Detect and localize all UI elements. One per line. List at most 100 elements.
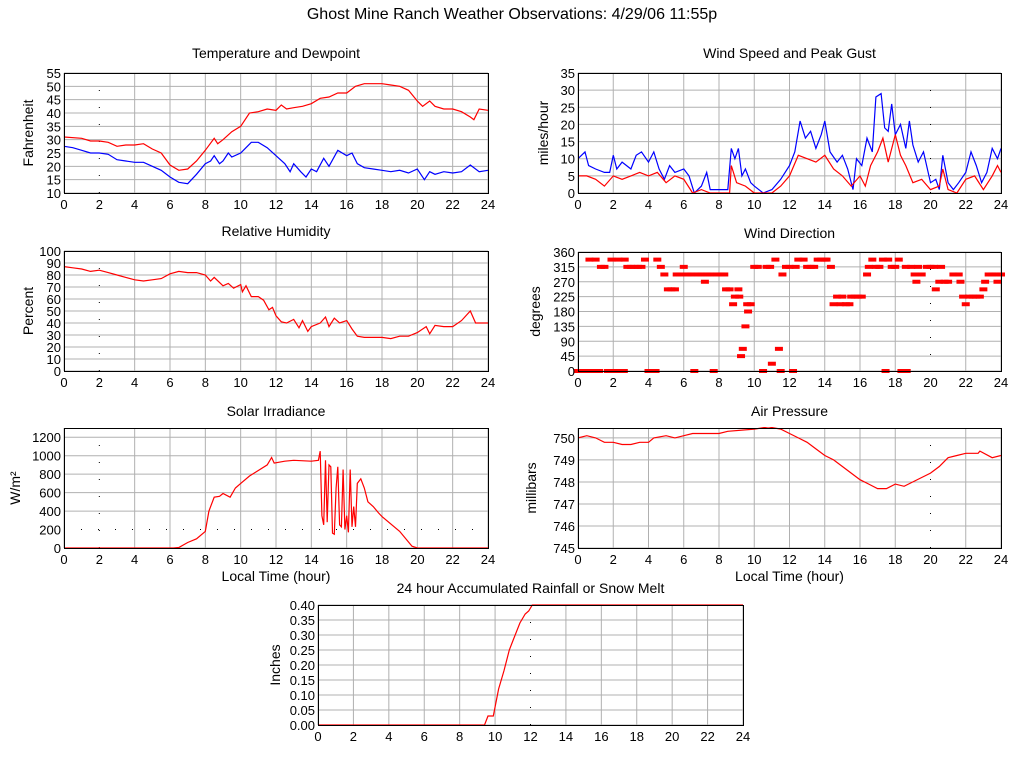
- data-point: [878, 257, 887, 262]
- x-tick-label: 2: [350, 729, 357, 744]
- y-tick-label: 0: [54, 364, 61, 379]
- y-tick-label: 0: [568, 364, 575, 379]
- data-point: [833, 294, 842, 299]
- y-tick-label: 135: [553, 319, 575, 334]
- data-point: [863, 272, 872, 277]
- x-tick-label: 0: [574, 552, 581, 567]
- chart-title: Wind Speed and Peak Gust: [703, 45, 876, 61]
- x-tick-label: 22: [959, 375, 973, 390]
- x-tick-label: 14: [818, 197, 832, 212]
- x-tick-label: 6: [166, 552, 173, 567]
- y-tick-label: 0.20: [290, 658, 315, 673]
- x-tick-label: 4: [645, 197, 652, 212]
- y-axis-label: W/m²: [7, 471, 23, 505]
- x-tick-label: 4: [385, 729, 392, 744]
- data-point: [891, 264, 900, 269]
- data-point: [794, 257, 803, 262]
- y-axis-label: Percent: [20, 287, 36, 335]
- data-point: [653, 257, 662, 262]
- x-tick-label: 6: [680, 375, 687, 390]
- data-point: [930, 264, 939, 269]
- y-tick-label: 45: [47, 93, 61, 108]
- data-point: [857, 294, 866, 299]
- data-point: [894, 257, 903, 262]
- data-point: [836, 302, 845, 307]
- data-point: [810, 264, 819, 269]
- data-point: [975, 294, 984, 299]
- data-point: [822, 257, 831, 262]
- data-point: [738, 346, 747, 351]
- y-tick-label: 749: [553, 453, 575, 468]
- series-line-air-pressure: [578, 427, 1001, 490]
- x-tick-label: 4: [131, 375, 138, 390]
- x-tick-label: 20: [923, 197, 937, 212]
- x-tick-label: 10: [233, 197, 247, 212]
- data-point: [737, 354, 746, 359]
- data-point: [912, 279, 921, 284]
- y-axis-label: degrees: [527, 286, 543, 337]
- x-tick-label: 12: [782, 552, 796, 567]
- data-point: [884, 257, 893, 262]
- y-tick-label: 55: [47, 66, 61, 81]
- y-axis-label: Fahrenheit: [20, 99, 36, 166]
- y-tick-label: 0: [568, 186, 575, 201]
- y-tick-label: 748: [553, 475, 575, 490]
- x-tick-label: 2: [96, 552, 103, 567]
- y-tick-label: 40: [47, 106, 61, 121]
- x-tick-label: 18: [888, 552, 902, 567]
- wind-speed-chart: 0 2 4 6 8 10 12 14 16 18 20 22 2405101520253035Wind …: [535, 45, 1008, 212]
- x-tick-label: 24: [481, 552, 495, 567]
- y-tick-label: 0.05: [290, 703, 315, 718]
- series-line-solar-irradiance: [64, 450, 488, 549]
- data-point: [931, 287, 940, 292]
- y-tick-label: 746: [553, 519, 575, 534]
- y-tick-label: 15: [47, 173, 61, 188]
- x-tick-label: 0: [60, 552, 67, 567]
- data-point: [991, 272, 1000, 277]
- y-axis-label: millibars: [523, 462, 539, 513]
- x-tick-label: 12: [523, 729, 537, 744]
- series-line-relative-humidity: [64, 266, 488, 340]
- data-point: [917, 272, 926, 277]
- y-tick-label: 0: [54, 541, 61, 556]
- chart-title: Relative Humidity: [222, 223, 331, 239]
- pressure-chart: 0 2 4 6 8 10 12 14 16 18 20 22 24745746747748749750A…: [523, 403, 1008, 584]
- x-tick-label: 24: [736, 729, 750, 744]
- data-point: [901, 264, 910, 269]
- y-tick-label: 0.10: [290, 688, 315, 703]
- chart-title: 24 hour Accumulated Rainfall or Snow Mel…: [397, 580, 665, 596]
- y-tick-label: 10: [47, 186, 61, 201]
- x-tick-label: 18: [630, 729, 644, 744]
- y-tick-label: 400: [39, 504, 61, 519]
- plot-frame: [64, 428, 489, 549]
- data-point: [838, 294, 847, 299]
- y-tick-label: 30: [47, 133, 61, 148]
- x-tick-label: 8: [202, 197, 209, 212]
- y-tick-label: 80: [47, 268, 61, 283]
- x-tick-label: 12: [782, 197, 796, 212]
- plot-frame: [578, 428, 1002, 549]
- x-tick-label: 18: [888, 375, 902, 390]
- y-tick-label: 70: [47, 280, 61, 295]
- plot-frame: [318, 605, 744, 726]
- x-tick-label: 18: [375, 552, 389, 567]
- y-tick-label: 45: [561, 349, 575, 364]
- y-tick-label: 360: [553, 245, 575, 260]
- x-tick-label: 2: [96, 375, 103, 390]
- y-axis-label: miles/hour: [535, 100, 551, 165]
- chart-title: Temperature and Dewpoint: [192, 45, 360, 61]
- x-tick-label: 22: [445, 197, 459, 212]
- x-tick-label: 14: [559, 729, 573, 744]
- data-point: [725, 287, 734, 292]
- x-tick-label: 24: [994, 375, 1008, 390]
- x-tick-label: 0: [60, 375, 67, 390]
- chart-title: Air Pressure: [751, 403, 828, 419]
- data-point: [734, 287, 743, 292]
- data-point: [949, 272, 958, 277]
- y-tick-label: 1200: [32, 430, 61, 445]
- x-tick-label: 16: [339, 552, 353, 567]
- x-tick-label: 6: [166, 375, 173, 390]
- data-point: [935, 279, 944, 284]
- data-point: [679, 264, 688, 269]
